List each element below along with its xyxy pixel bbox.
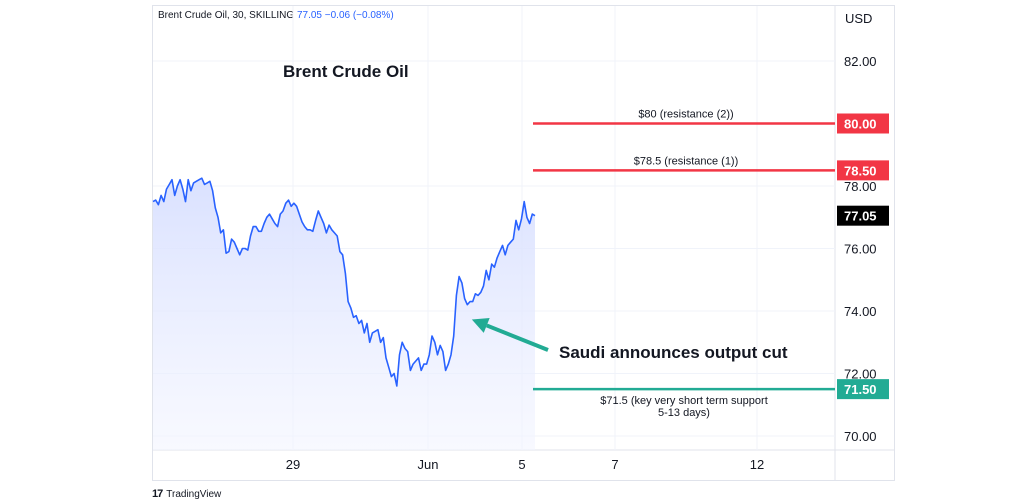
level-label: $71.5 (key very short term support <box>600 395 768 407</box>
price-series-line[interactable] <box>152 177 536 387</box>
y-tick-label: 74.00 <box>844 304 877 319</box>
level-label: $78.5 (resistance (1)) <box>634 155 739 167</box>
y-tick-label: 78.00 <box>844 179 877 194</box>
chart-title: Brent Crude Oil <box>283 62 409 81</box>
annotation-text: Saudi announces output cut <box>559 343 788 362</box>
currency-label: USD <box>845 11 872 26</box>
level-price-tag-text: 80.00 <box>844 117 877 132</box>
x-tick-label: 12 <box>750 457 764 472</box>
chart-frame <box>152 5 895 481</box>
watermark-brand: TradingView <box>166 488 222 500</box>
last-price-tag <box>837 205 889 226</box>
y-axis: USD 82.00 78.00 76.00 74.00 72.00 70.00 <box>844 11 877 444</box>
level-price-tag-text: 78.50 <box>844 163 877 178</box>
level-price-tag <box>837 160 889 181</box>
y-tick-label: 72.00 <box>844 367 877 382</box>
x-tick-label: Jun <box>418 457 439 472</box>
level-price-tag-text: 71.50 <box>844 382 877 397</box>
x-axis: 29 Jun 5 7 12 <box>286 457 764 472</box>
last-price-tag-text: 77.05 <box>844 209 877 224</box>
x-tick-label: 5 <box>518 457 525 472</box>
annotation-arrow-shaft <box>485 323 549 352</box>
x-tick-label: 7 <box>611 457 618 472</box>
price-change: −0.06 (−0.08%) <box>324 10 394 21</box>
x-tick-label: 29 <box>286 457 300 472</box>
y-tick-label: 70.00 <box>844 429 877 444</box>
level-label-line2: 5-13 days) <box>658 407 710 419</box>
y-tick-label: 76.00 <box>844 242 877 257</box>
level-price-tag <box>837 379 889 400</box>
last-price: 77.05 <box>296 10 322 21</box>
y-tick-label: 82.00 <box>844 54 877 69</box>
level-label: $80 (resistance (2)) <box>638 109 733 121</box>
chart-header: Brent Crude Oil, 30, SKILLING 77.05 −0.0… <box>158 10 394 21</box>
level-price-tag <box>837 113 889 134</box>
symbol-label: Brent Crude Oil, 30, SKILLING <box>158 10 295 21</box>
price-area-fill <box>153 178 535 450</box>
annotation-arrow-head <box>471 318 490 333</box>
tradingview-logo-icon: 17 <box>152 488 163 500</box>
tradingview-watermark[interactable]: 17 TradingView <box>152 488 221 500</box>
